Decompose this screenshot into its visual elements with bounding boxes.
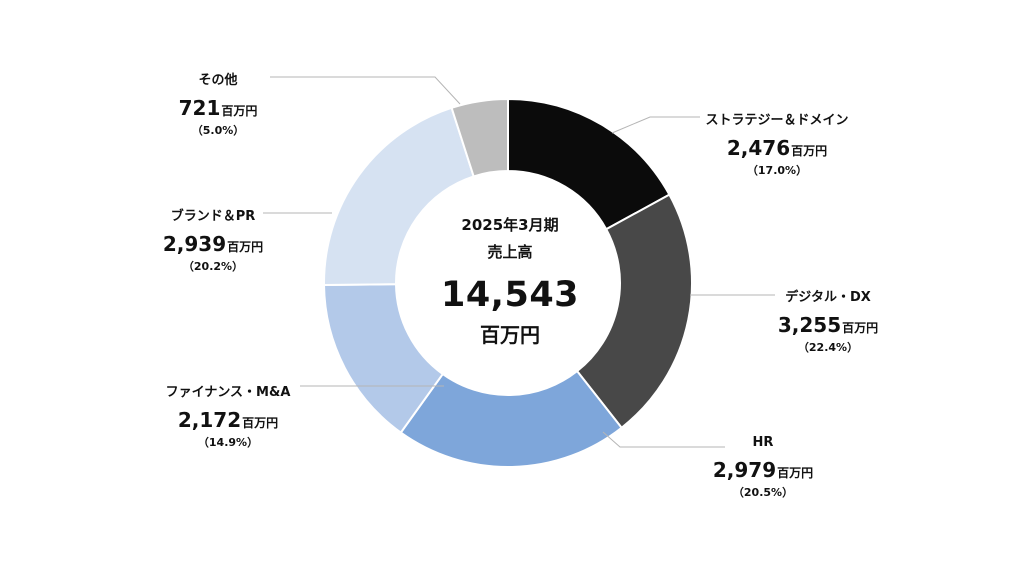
segment-unit: 百万円 [242,416,279,430]
label-hr: HR 2,979百万円 （20.5%） [668,435,858,500]
segment-name: ファイナンス・M&A [165,385,291,400]
segment-unit: 百万円 [791,144,828,158]
label-strategy-domain: ストラテジー＆ドメイン 2,476百万円 （17.0%） [682,109,872,178]
segment-value: 2,172 [177,408,242,432]
segment-value: 721 [178,96,221,120]
segment-value: 2,476 [726,136,791,160]
leader-line-hr [602,431,725,448]
label-other: その他 721百万円 （5.0%） [123,69,313,138]
label-finance-ma: ファイナンス・M&A 2,172百万円 （14.9%） [133,381,323,450]
segment-unit: 百万円 [842,321,879,335]
segment-percent: （22.4%） [797,341,859,354]
segment-percent: （17.0%） [746,164,808,177]
segment-percent: （5.0%） [191,124,245,137]
segment-unit: 百万円 [221,104,258,118]
donut-slice-other [450,97,509,178]
segment-value: 2,979 [712,458,777,482]
leader-line-strategy-domain [611,116,700,134]
segment-name: その他 [198,73,238,88]
segment-name: HR [752,435,774,450]
label-brand-pr: ブランド＆PR 2,939百万円 （20.2%） [118,205,308,274]
segment-value: 3,255 [777,313,842,337]
segment-name: ストラテジー＆ドメイン [705,113,849,128]
segment-percent: （20.2%） [182,260,244,273]
center-period: 2025年3月期 [461,216,559,234]
donut-slice-digital-dx [575,193,693,430]
segment-name: ブランド＆PR [170,209,256,224]
center-unit: 百万円 [480,323,540,347]
leader-line-other [270,76,461,105]
center-title: 売上高 [487,243,533,261]
segment-unit: 百万円 [227,240,264,254]
center-total: 14,543 [440,275,580,315]
segment-percent: （14.9%） [197,436,259,449]
segment-unit: 百万円 [777,466,814,480]
segment-percent: （20.5%） [732,486,794,499]
segment-name: デジタル・DX [785,290,871,305]
segment-value: 2,939 [162,232,227,256]
label-digital-dx: デジタル・DX 3,255百万円 （22.4%） [733,286,923,355]
